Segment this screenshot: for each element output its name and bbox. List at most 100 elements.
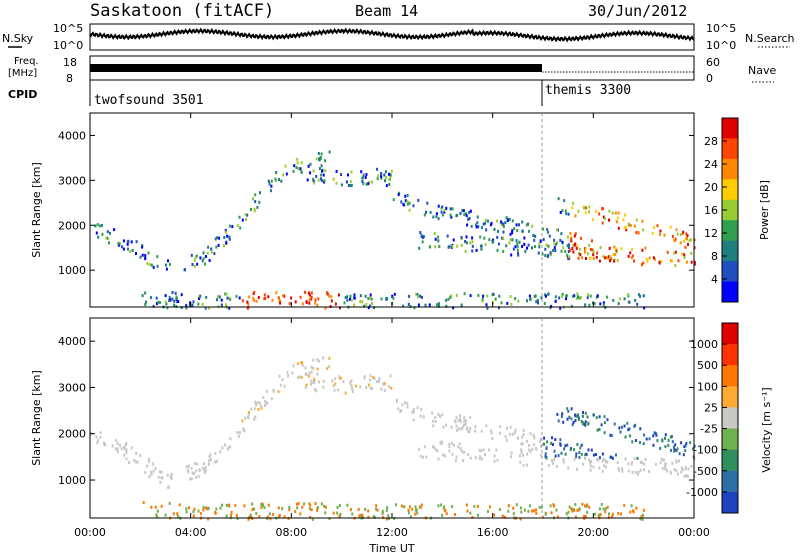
range-cell: [478, 456, 481, 460]
range-cell: [416, 511, 419, 515]
range-cell: [585, 206, 588, 210]
range-cell: [521, 245, 524, 248]
range-cell: [613, 422, 616, 426]
range-cell: [536, 298, 539, 302]
range-cell: [228, 237, 231, 241]
range-cell: [460, 244, 463, 247]
range-cell: [550, 304, 553, 308]
range-cell: [676, 232, 679, 236]
range-cell: [308, 502, 311, 506]
range-cell: [560, 415, 563, 418]
range-cell: [165, 267, 168, 271]
range-cell: [154, 466, 157, 470]
range-cell: [104, 443, 107, 446]
range-cell: [400, 504, 403, 508]
range-cell: [543, 436, 546, 440]
range-cell: [388, 178, 391, 182]
range-cell: [683, 253, 686, 257]
range-cell: [592, 465, 595, 469]
range-cell: [283, 384, 286, 388]
range-cell: [618, 426, 621, 430]
range-cell: [277, 390, 280, 394]
range-cell: [484, 221, 487, 225]
range-cell: [580, 420, 583, 423]
range-cell: [642, 442, 645, 446]
range-cell: [440, 503, 443, 507]
range-cell: [529, 450, 532, 454]
range-cell: [626, 421, 629, 425]
range-cell: [277, 506, 280, 510]
range-cell: [639, 517, 642, 521]
range-cell: [455, 455, 458, 459]
range-cell: [565, 512, 568, 516]
range-cell: [322, 356, 324, 360]
colorbar-segment: [722, 344, 738, 366]
range-cell: [213, 252, 216, 256]
range-cell: [422, 455, 424, 459]
range-cell: [154, 505, 157, 509]
range-cell: [285, 172, 288, 176]
range-cell: [555, 242, 558, 246]
range-cell: [586, 510, 589, 514]
range-cell: [190, 466, 193, 470]
range-cell: [202, 468, 205, 471]
xtick-label: 04:00: [175, 526, 207, 539]
range-cell: [588, 205, 591, 209]
range-cell: [578, 252, 580, 256]
range-cell: [313, 377, 316, 381]
range-cell: [263, 404, 266, 408]
range-cell: [442, 425, 445, 429]
range-cell: [677, 472, 679, 476]
range-cell: [445, 298, 448, 302]
range-cell: [224, 230, 227, 234]
range-cell: [461, 209, 464, 213]
range-cell: [194, 256, 197, 259]
range-cell: [462, 459, 465, 463]
range-cell: [507, 504, 510, 508]
range-cell: [567, 466, 570, 470]
range-cell: [681, 252, 684, 256]
range-cell: [590, 460, 592, 463]
range-cell: [278, 299, 281, 303]
range-cell: [514, 431, 516, 434]
range-cell: [676, 447, 679, 451]
range-cell: [223, 244, 225, 248]
range-cell: [269, 517, 272, 521]
range-cell: [511, 219, 514, 223]
range-cell: [642, 508, 645, 512]
range-cell: [571, 246, 574, 250]
range-cell: [135, 240, 138, 244]
range-cell: [458, 427, 460, 431]
range-cell: [332, 177, 335, 181]
range-cell: [578, 507, 581, 511]
range-cell: [569, 231, 572, 235]
range-cell: [193, 264, 196, 268]
range-cell: [101, 232, 104, 236]
range-cell: [576, 292, 579, 296]
range-cell: [216, 298, 218, 302]
range-cell: [585, 452, 588, 456]
range-cell: [588, 244, 591, 247]
range-cell: [572, 507, 575, 511]
range-cell: [309, 171, 312, 175]
range-cell: [456, 213, 458, 217]
range-cell: [292, 169, 295, 173]
range-cell: [678, 452, 681, 456]
range-cell: [225, 241, 228, 245]
range-cell: [586, 415, 589, 419]
range-cell: [310, 365, 313, 369]
range-cell: [502, 222, 505, 226]
range-cell: [463, 292, 466, 296]
range-cell: [441, 413, 444, 417]
range-cell: [583, 517, 586, 521]
range-cell: [304, 386, 307, 390]
nsearch-tick-low: 10^0: [706, 39, 736, 52]
range-cell: [576, 244, 579, 248]
colorbar-segment: [722, 199, 738, 221]
range-cell: [654, 431, 657, 435]
range-cell: [446, 234, 449, 238]
range-cell: [561, 412, 564, 416]
range-cell: [187, 468, 189, 472]
range-cell: [441, 440, 444, 444]
range-cell: [574, 214, 577, 218]
